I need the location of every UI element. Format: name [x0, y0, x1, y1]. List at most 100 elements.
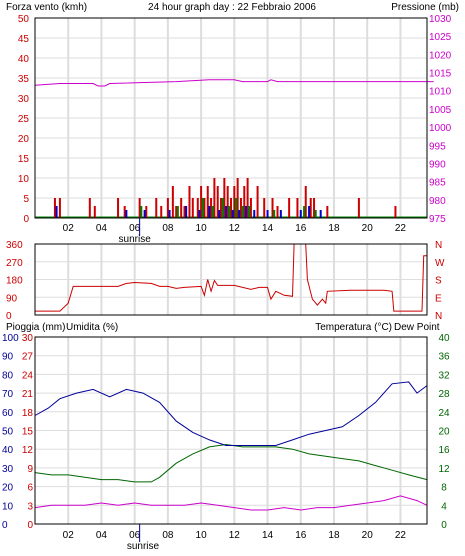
climate-tick-label-04: 04	[96, 530, 108, 541]
humidity-axis-tick-30: 30	[2, 464, 14, 475]
wind-average-bar	[303, 206, 306, 218]
wind-bar	[117, 198, 120, 218]
direction-axis-tick-360: 360	[6, 240, 23, 251]
climate-tick-label-12: 12	[229, 530, 241, 541]
climate-tick-label-10: 10	[196, 530, 208, 541]
rain-axis-title: Pioggia (mm)	[6, 322, 65, 333]
wind-gust-bar	[185, 206, 188, 218]
temp-axis-tick-20: 20	[438, 427, 450, 438]
temp-axis-tick-36: 36	[438, 352, 450, 363]
direction-line	[35, 243, 427, 312]
wind-axis-tick-0: 0	[23, 214, 29, 225]
pressure-axis-tick-1005: 1005	[429, 105, 452, 116]
wind-bar	[326, 206, 329, 218]
temperature-axis-title: Temperatura (°C)	[315, 322, 392, 333]
rain-axis-tick-27: 27	[22, 352, 34, 363]
rain-axis-tick-30: 30	[22, 333, 34, 344]
wind-bar	[191, 198, 194, 218]
dewpoint-axis-title: Dew Point	[394, 322, 440, 333]
wind-bar	[236, 178, 239, 218]
direction-compass-label: W	[435, 258, 445, 269]
wind-pressure-panel: 0510152025303540455097598098599099510001…	[18, 14, 452, 245]
wind-average-bar	[273, 210, 276, 218]
wind-axis-tick-35: 35	[18, 74, 30, 85]
wind-average-bar	[140, 206, 143, 218]
temp-axis-tick-12: 12	[438, 464, 450, 475]
humidity-axis-tick-60: 60	[2, 408, 14, 419]
wind-bar	[88, 198, 91, 218]
wind-axis-tick-10: 10	[18, 174, 30, 185]
climate-panel-frame	[34, 336, 428, 525]
rain-humidity-temperature-panel: 0102030405060708090100036912151821242730…	[2, 333, 450, 552]
climate-tick-label-06: 06	[129, 530, 141, 541]
rain-axis-tick-18: 18	[22, 408, 34, 419]
direction-panel-frame	[34, 243, 428, 316]
wind-bar	[171, 186, 174, 218]
wind-axis-tick-15: 15	[18, 154, 30, 165]
dewpoint-line	[34, 495, 428, 511]
wind-average-bar	[248, 206, 251, 218]
wind-average-bar	[241, 206, 244, 218]
rain-axis-tick-6: 6	[27, 483, 33, 494]
wind-bar	[206, 186, 209, 218]
wind-gust-bar	[308, 206, 311, 218]
temp-axis-tick-16: 16	[438, 445, 450, 456]
direction-compass-label: N	[435, 311, 442, 322]
humidity-axis-tick-0: 0	[2, 520, 8, 531]
wind-gust-bar	[168, 210, 171, 218]
wind-bar	[246, 178, 249, 218]
wind-bar	[230, 198, 232, 218]
wind-tick-label-06: 06	[129, 223, 141, 234]
wind-bar	[93, 206, 96, 218]
humidity-axis-title: Umidita (%)	[66, 322, 118, 333]
humidity-line	[34, 381, 428, 446]
climate-tick-label-14: 14	[262, 530, 274, 541]
direction-axis-tick-180: 180	[6, 276, 23, 287]
wind-bar	[53, 198, 56, 218]
pressure-axis-tick-1000: 1000	[429, 123, 452, 134]
wind-bar	[296, 198, 299, 218]
temp-axis-tick-32: 32	[438, 370, 450, 381]
wind-bar	[188, 186, 191, 218]
wind-average-bar	[228, 206, 231, 218]
humidity-axis-tick-70: 70	[2, 389, 14, 400]
wind-axis-tick-40: 40	[18, 54, 30, 65]
wind-axis-tick-25: 25	[18, 114, 30, 125]
pressure-axis-tick-990: 990	[429, 159, 446, 170]
wind-tick-label-04: 04	[96, 223, 108, 234]
wind-gust-bar	[218, 210, 221, 218]
wind-gust-bar	[238, 210, 241, 218]
wind-bar	[394, 206, 397, 218]
climate-tick-label-20: 20	[362, 530, 374, 541]
wind-gust-bar	[299, 210, 302, 218]
rain-axis-tick-15: 15	[22, 427, 34, 438]
humidity-axis-tick-100: 100	[2, 333, 19, 344]
pressure-axis-tick-975: 975	[429, 214, 446, 225]
climate-tick-label-08: 08	[162, 530, 174, 541]
pressure-axis-tick-1020: 1020	[429, 50, 452, 61]
pressure-axis-tick-1010: 1010	[429, 87, 452, 98]
wind-average-bar	[221, 198, 224, 218]
wind-bar	[155, 198, 158, 218]
pressure-line	[34, 79, 434, 87]
wind-tick-label-22: 22	[395, 223, 407, 234]
humidity-axis-tick-50: 50	[2, 427, 14, 438]
chart-title: 24 hour graph day : 22 Febbraio 2006	[148, 2, 316, 13]
direction-compass-label: N	[435, 240, 442, 251]
wind-tick-label-08: 08	[162, 223, 174, 234]
wind-axis-tick-5: 5	[23, 194, 29, 205]
temp-axis-tick-0: 0	[441, 520, 447, 531]
humidity-axis-tick-20: 20	[2, 483, 14, 494]
wind-bar	[263, 198, 266, 218]
wind-bar	[249, 198, 252, 218]
wind-gust-bar	[125, 210, 128, 218]
temperature-line	[34, 443, 428, 483]
rain-axis-tick-9: 9	[27, 464, 33, 475]
wind-gust-bar	[208, 206, 211, 218]
wind-gust-bar	[198, 210, 201, 218]
pressure-axis-tick-1015: 1015	[429, 69, 452, 80]
wind-gust-bar	[55, 206, 58, 218]
wind-axis-tick-20: 20	[18, 134, 30, 145]
